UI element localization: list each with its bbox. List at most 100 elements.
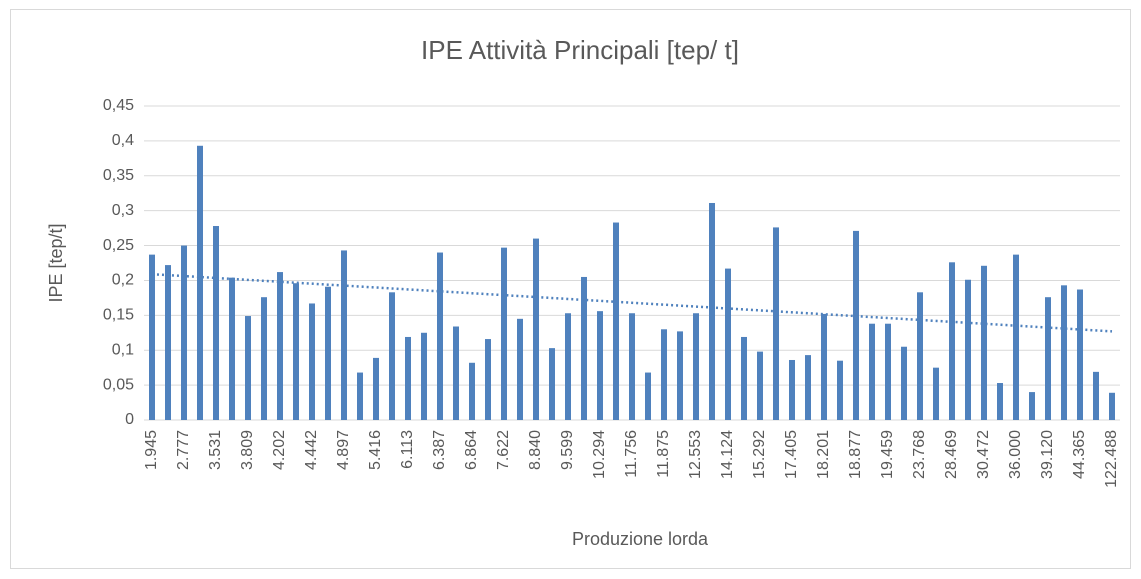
bar [821, 313, 827, 420]
bar [693, 313, 699, 420]
x-tick-label: 14.124 [719, 430, 736, 479]
x-tick-label: 122.488 [1103, 430, 1120, 488]
bar [965, 279, 971, 420]
y-tick-label: 0,05 [103, 376, 134, 393]
y-tick-label: 0 [125, 411, 134, 428]
x-tick-label: 44.365 [1071, 430, 1088, 479]
bar [309, 303, 315, 420]
y-tick-label: 0,4 [112, 132, 134, 149]
bar [933, 367, 939, 420]
bar [437, 252, 443, 420]
x-tick-label: 19.459 [879, 430, 896, 479]
y-tick-label: 0,25 [103, 237, 134, 254]
trendline [151, 272, 1113, 333]
bar [885, 323, 891, 420]
bar [277, 272, 283, 420]
bar [917, 292, 923, 420]
bar [389, 292, 395, 420]
bar [1061, 285, 1067, 420]
bar [597, 311, 603, 420]
x-tick-label: 3.531 [207, 430, 224, 470]
bar [581, 276, 587, 420]
x-tick-label: 4.202 [271, 430, 288, 470]
bar [629, 313, 635, 420]
bar [1077, 289, 1083, 420]
y-tick-label: 0,2 [112, 272, 134, 289]
x-tick-label: 4.442 [303, 430, 320, 470]
chart-border [10, 9, 1131, 569]
x-tick-label: 3.809 [239, 430, 256, 470]
bar [293, 283, 299, 420]
x-tick-label: 18.201 [815, 430, 832, 479]
bar [853, 230, 859, 420]
bar [421, 332, 427, 420]
bar [405, 336, 411, 420]
bar [549, 348, 555, 420]
y-tick-label: 0,45 [103, 97, 134, 114]
bar [773, 227, 779, 420]
bar [373, 357, 379, 420]
bar [981, 265, 987, 420]
bar [469, 362, 475, 420]
bar [533, 238, 539, 420]
y-tick-label: 0,1 [112, 341, 134, 358]
bar [997, 383, 1003, 420]
x-tick-label: 11.756 [623, 430, 640, 478]
x-tick-label: 7.622 [495, 430, 512, 470]
bar [741, 336, 747, 420]
chart-title: IPE Attività Principali [tep/ t] [421, 35, 739, 65]
x-tick-label: 12.553 [687, 430, 704, 479]
bar [645, 372, 651, 420]
bar [1109, 392, 1115, 420]
x-tick-label: 5.416 [367, 430, 384, 470]
bar [341, 250, 347, 420]
bar [613, 222, 619, 420]
bar [261, 297, 267, 420]
y-tick-label: 0,35 [103, 167, 134, 184]
bar [325, 286, 331, 420]
bar [229, 277, 235, 420]
bar [837, 360, 843, 420]
bar [165, 265, 171, 420]
bar [789, 359, 795, 420]
x-tick-label: 10.294 [591, 430, 608, 479]
x-tick-label: 8.840 [527, 430, 544, 470]
x-tick-label: 6.113 [399, 430, 416, 469]
bar [901, 346, 907, 420]
bar [1013, 254, 1019, 420]
bar [1093, 371, 1099, 420]
x-tick-label: 39.120 [1039, 430, 1056, 479]
x-tick-label: 23.768 [911, 430, 928, 479]
bar [869, 323, 875, 420]
bar [181, 245, 187, 420]
x-tick-label: 4.897 [335, 430, 352, 470]
x-tick-label: 1.945 [143, 430, 160, 470]
bar [949, 262, 955, 420]
bar [565, 313, 571, 420]
bar [1029, 392, 1035, 420]
bar [757, 351, 763, 420]
x-tick-label: 2.777 [175, 430, 192, 470]
y-tick-label: 0,15 [103, 307, 134, 324]
bar [725, 268, 731, 420]
bar [501, 247, 507, 420]
bar [453, 326, 459, 420]
x-axis-title: Produzione lorda [572, 529, 709, 549]
bar [357, 372, 363, 420]
x-tick-label: 6.387 [431, 430, 448, 470]
bar [517, 318, 523, 420]
bar [245, 316, 251, 420]
bar [149, 254, 155, 420]
x-tick-label: 18.877 [847, 430, 864, 479]
bar [677, 331, 683, 420]
x-tick-label: 6.864 [463, 430, 480, 470]
bar [661, 329, 667, 420]
bar [709, 202, 715, 420]
bar [197, 145, 203, 421]
x-tick-label: 30.472 [975, 430, 992, 479]
x-tick-label: 15.292 [751, 430, 768, 479]
y-tick-label: 0,3 [112, 202, 134, 219]
x-tick-label: 11.875 [655, 430, 672, 478]
bar [213, 226, 219, 420]
